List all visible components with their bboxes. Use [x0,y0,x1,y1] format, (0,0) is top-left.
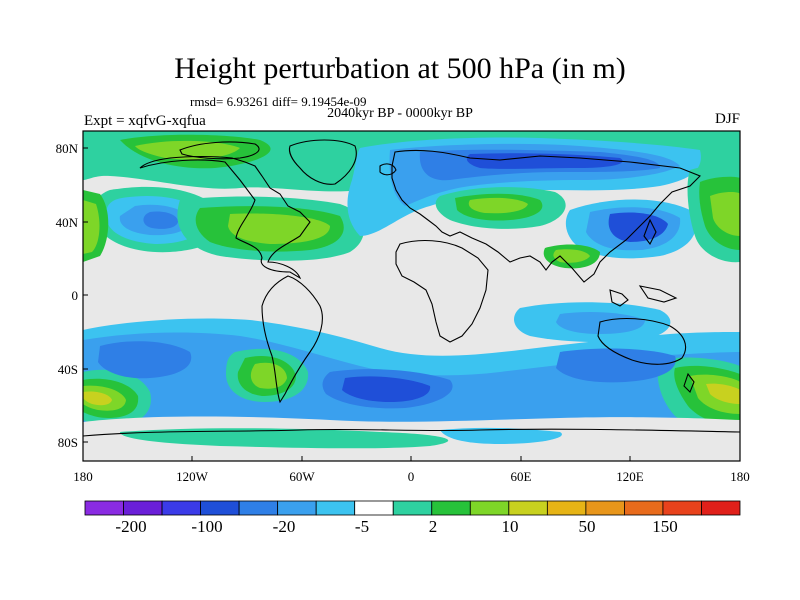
lat-label: 80N [55,141,78,156]
colorbar-label: 50 [578,517,596,536]
field-shading [83,131,740,461]
lat-label: 0 [71,288,79,303]
colorbar-swatch [161,500,201,516]
lon-label: 0 [407,469,415,484]
colorbar-swatch [431,500,471,516]
lat-label: 40N [55,215,78,230]
lon-label: 180 [730,469,750,484]
colorbar-swatch [238,500,279,516]
colorbar-swatch [546,500,587,516]
coastlines [83,139,740,437]
colorbar-label: 2 [428,517,438,536]
colorbar-label: 10 [501,517,519,536]
lon-label: 60W [289,469,315,484]
lon-label: 120E [616,469,644,484]
colorbar-swatch [84,500,124,516]
colorbar-swatch [585,500,625,516]
colorbar-swatch [277,500,317,516]
colorbar-swatch [354,500,394,516]
colorbar-label: -200 [115,517,147,536]
lon-label: 60E [510,469,532,484]
stats-text: rmsd= 6.93261 diff= 9.19454e-09 [190,94,367,109]
experiment-label: Expt = xqfvG-xqfua [84,113,206,129]
colorbar-label: -5 [354,517,370,536]
colorbar-swatch [123,500,163,516]
colorbar-label: -20 [272,517,296,536]
lat-label: 40S [57,362,78,377]
season-label: DJF [714,111,740,127]
period-label: 2040kyr BP - 0000kyr BP [327,106,473,121]
colorbar-swatch [662,500,702,516]
colorbar-swatch [469,500,510,516]
lat-label: 80S [57,435,78,450]
colorbar-swatch [315,500,356,516]
colorbar-label: 150 [652,517,678,536]
colorbar-swatch [200,500,240,516]
colorbar-swatch [508,500,548,516]
map-panel [82,130,741,462]
colorbar-swatch [701,500,741,516]
lon-label: 120W [176,469,208,484]
lon-label: 180 [73,469,93,484]
colorbar-label: -100 [191,517,223,536]
colorbar [84,500,741,516]
map-title: Height perturbation at 500 hPa (in m) [174,52,626,85]
colorbar-swatch [624,500,664,516]
colorbar-swatch [392,500,433,516]
